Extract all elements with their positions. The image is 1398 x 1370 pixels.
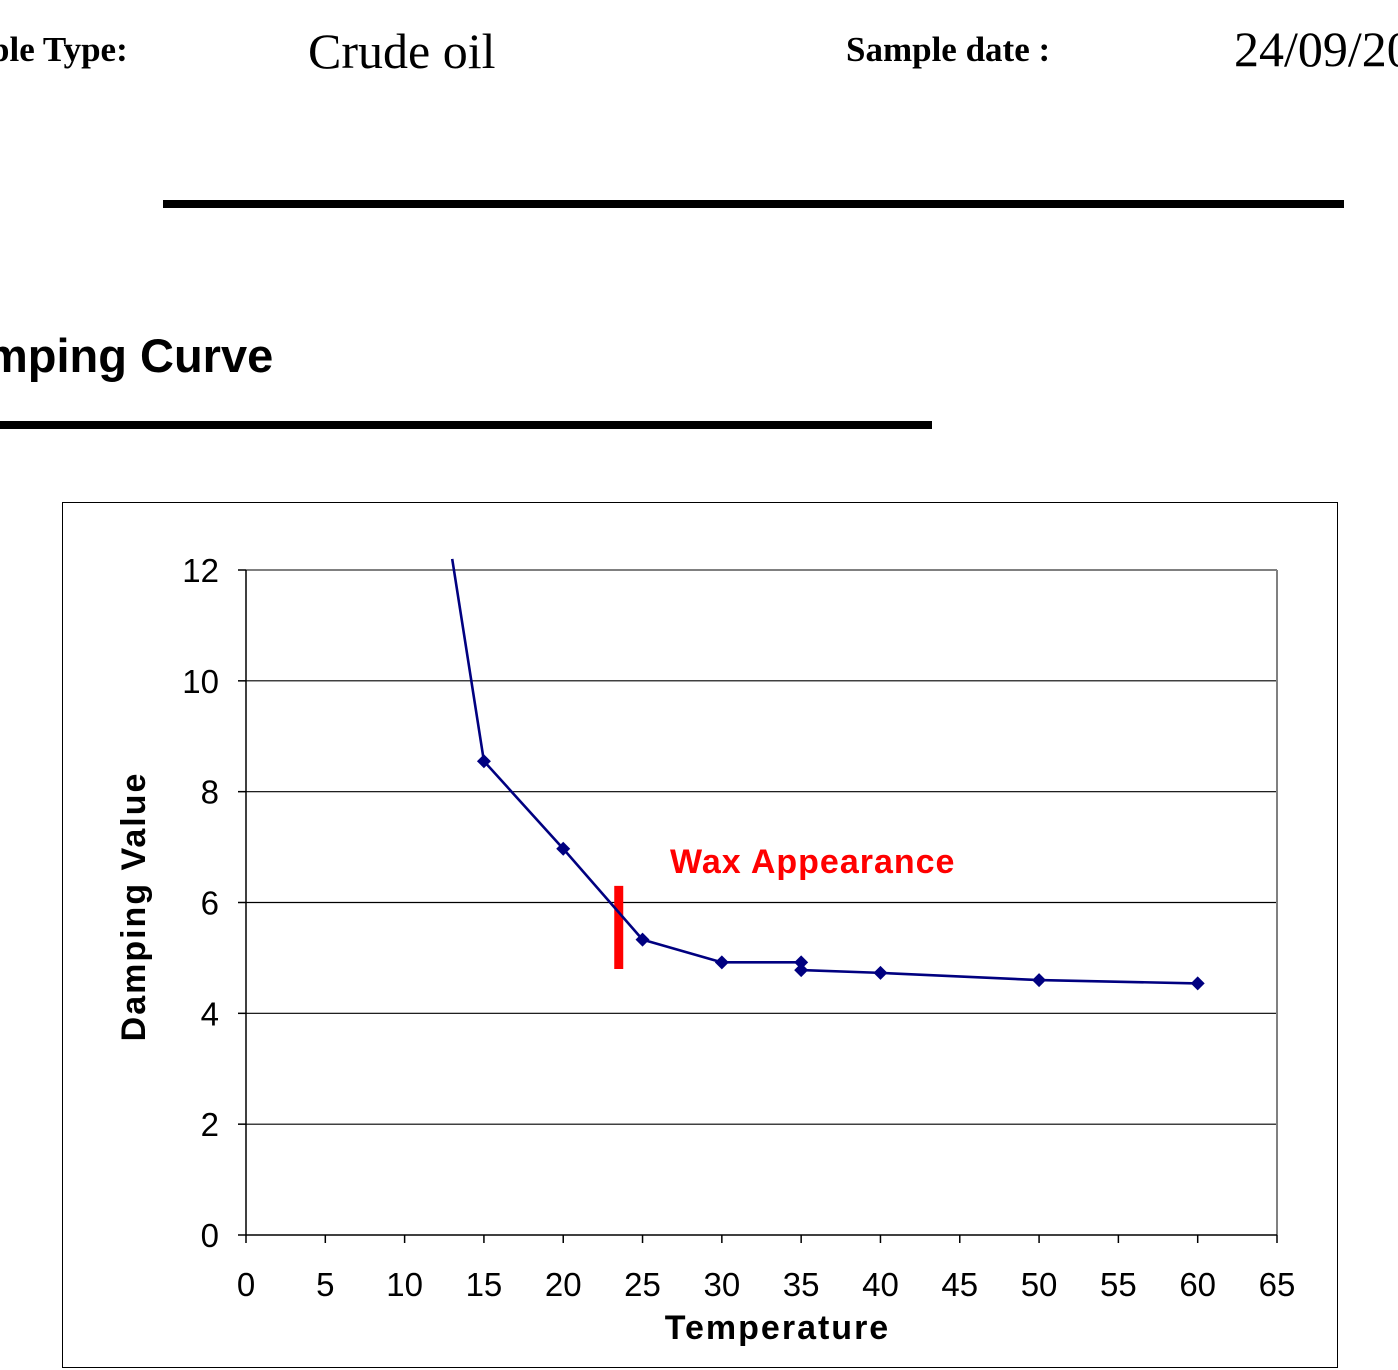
- section-divider: [0, 421, 932, 429]
- data-point-marker: [794, 955, 809, 970]
- axes: [238, 569, 1278, 1243]
- x-tick-label-5: 5: [316, 1266, 334, 1303]
- data-point-marker: [714, 955, 729, 970]
- x-tick-label-0: 0: [237, 1266, 255, 1303]
- sample-date-label: Sample date :: [846, 30, 1051, 69]
- tick-labels: 0 2 4 6 8 10 12 0 5 10 15 20 25 30 35 40 45 50 55 60 65: [182, 552, 1295, 1303]
- x-tick-label-50: 50: [1021, 1266, 1058, 1303]
- y-axis-title: Damping Value: [115, 772, 153, 1042]
- data-point-marker: [1190, 976, 1205, 991]
- x-tick-label-65: 65: [1259, 1266, 1296, 1303]
- damping-chart: 0 2 4 6 8 10 12 0 5 10 15 20 25 30 35 40 45 50 55 60 65 Temp…: [115, 552, 1295, 1347]
- data-point-marker: [794, 963, 809, 978]
- data-point-marker: [556, 841, 571, 856]
- chart-frame: 0 2 4 6 8 10 12 0 5 10 15 20 25 30 35 40 45 50 55 60 65 Temp…: [62, 502, 1338, 1368]
- data-point-marker: [1032, 973, 1047, 988]
- x-tick-label-55: 55: [1100, 1266, 1137, 1303]
- x-tick-label-60: 60: [1179, 1266, 1216, 1303]
- x-tick-label-30: 30: [703, 1266, 740, 1303]
- y-tick-label-12: 12: [182, 552, 219, 589]
- series-layer: [450, 558, 1205, 991]
- y-tick-label-0: 0: [201, 1217, 219, 1254]
- sample-type-value: Crude oil: [308, 23, 496, 79]
- wax-appearance-label: Wax Appearance: [670, 843, 955, 881]
- x-axis-title: Temperature: [665, 1309, 890, 1347]
- sample-type-label: ple Type:: [0, 30, 128, 69]
- y-tick-label-2: 2: [201, 1106, 219, 1143]
- series-line: [450, 558, 1198, 985]
- x-tick-label-35: 35: [783, 1266, 820, 1303]
- header-divider: [163, 200, 1344, 208]
- data-point-marker: [873, 965, 888, 980]
- data-point-marker: [476, 754, 491, 769]
- x-tick-label-25: 25: [624, 1266, 661, 1303]
- x-tick-label-40: 40: [862, 1266, 899, 1303]
- x-tick-label-15: 15: [466, 1266, 503, 1303]
- section-title: mping Curve: [0, 329, 274, 382]
- y-tick-label-4: 4: [201, 995, 219, 1032]
- y-tick-label-8: 8: [201, 774, 219, 811]
- y-tick-label-6: 6: [201, 885, 219, 922]
- data-point-marker: [635, 932, 650, 947]
- x-tick-label-20: 20: [545, 1266, 582, 1303]
- sample-date-value: 24/09/20: [1234, 21, 1398, 77]
- x-tick-label-45: 45: [941, 1266, 978, 1303]
- y-tick-label-10: 10: [182, 663, 219, 700]
- x-tick-label-10: 10: [386, 1266, 423, 1303]
